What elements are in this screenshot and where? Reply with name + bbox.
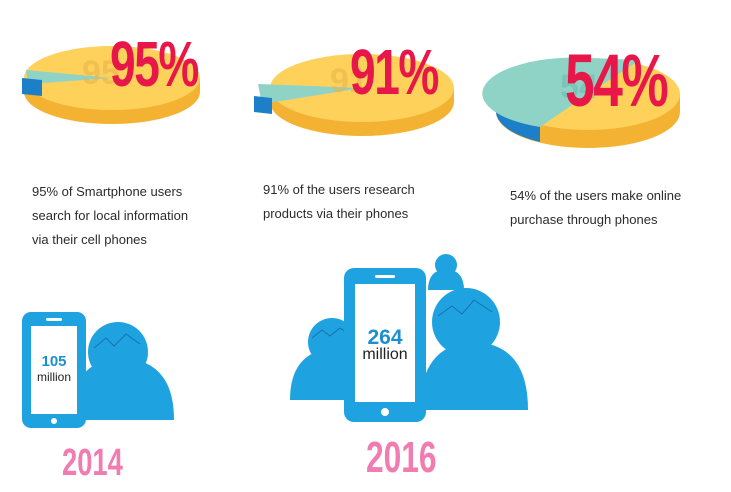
pie-95-minor-side bbox=[22, 78, 42, 96]
user-2014-body bbox=[70, 358, 174, 420]
phone-2014-screen bbox=[31, 326, 77, 414]
smartphone-icon bbox=[22, 312, 86, 428]
caption-54-line-2: purchase through phones bbox=[510, 212, 658, 227]
caption-95-line-2: search for local information bbox=[32, 208, 189, 223]
user-2016-right-head bbox=[432, 288, 500, 356]
caption-91-line-2: products via their phones bbox=[263, 206, 409, 221]
caption-95-line-1: 95% of Smartphone users bbox=[32, 184, 183, 199]
year-2014: 2014 bbox=[62, 442, 123, 484]
users-2016-number: 264 bbox=[367, 326, 403, 349]
users-2014-number: 105 bbox=[41, 353, 67, 370]
user-2016-right-body bbox=[420, 342, 528, 410]
phone-2014-home-button bbox=[51, 418, 57, 424]
pie-91-minor-side bbox=[254, 96, 272, 114]
caption-95: 95% of Smartphone users search for local… bbox=[32, 180, 188, 252]
pie-95-minor-slice bbox=[26, 70, 112, 84]
caption-54-line-1: 54% of the users make online bbox=[510, 188, 682, 203]
caption-91: 91% of the users research products via t… bbox=[263, 178, 415, 226]
pie-91-minor-slice bbox=[258, 84, 362, 104]
user-2016-small-head bbox=[435, 254, 457, 276]
caption-54: 54% of the users make online purchase th… bbox=[510, 184, 681, 232]
users-2014-unit: million bbox=[36, 370, 71, 384]
smartphone-icon bbox=[344, 268, 426, 422]
percent-54: 54% bbox=[565, 39, 669, 122]
phone-2016-home-button bbox=[381, 408, 389, 416]
percent-91: 91% bbox=[350, 36, 439, 108]
pie-95-ghost-text: 95 bbox=[82, 54, 120, 92]
percent-95: 95% bbox=[110, 28, 199, 100]
pie-54-minor-slice bbox=[482, 57, 640, 128]
user-2016-small-body bbox=[428, 269, 464, 290]
users-2016-unit: million bbox=[362, 346, 408, 363]
pie-91-ghost-text: 91 bbox=[330, 62, 368, 100]
user-2014-head bbox=[88, 322, 148, 382]
pie-54-ghost-text: 54 bbox=[560, 68, 598, 106]
phone-2014-speaker bbox=[46, 318, 62, 321]
phone-2016-screen bbox=[355, 284, 415, 402]
year-2016: 2016 bbox=[366, 433, 437, 482]
user-silhouette-icon bbox=[420, 288, 528, 410]
caption-95-line-3: via their cell phones bbox=[32, 232, 147, 247]
user-2016-right-hair bbox=[437, 299, 493, 317]
phone-2016-speaker bbox=[375, 275, 395, 278]
user-silhouette-icon bbox=[70, 322, 174, 420]
user-2014-hair-line bbox=[93, 333, 141, 349]
user-silhouette-icon bbox=[428, 254, 464, 290]
caption-91-line-1: 91% of the users research bbox=[263, 182, 415, 197]
